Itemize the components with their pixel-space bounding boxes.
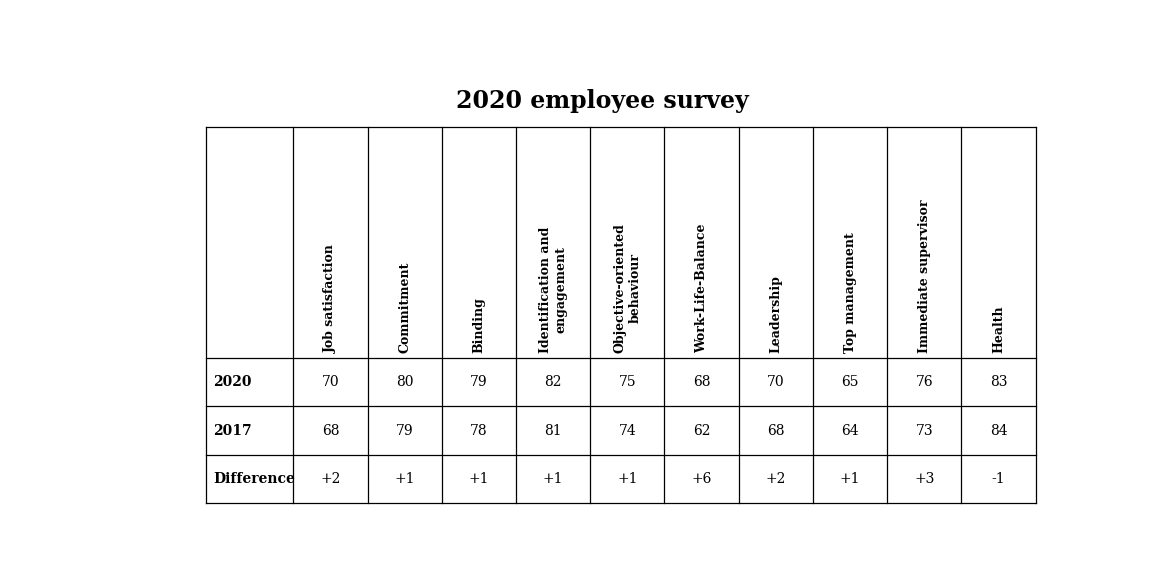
Text: 74: 74: [619, 423, 636, 437]
Text: +3: +3: [914, 472, 935, 486]
Text: +6: +6: [691, 472, 711, 486]
Text: 2020 employee survey: 2020 employee survey: [456, 89, 749, 113]
Text: 68: 68: [693, 375, 710, 389]
Text: 62: 62: [693, 423, 710, 437]
Text: Leadership: Leadership: [769, 275, 782, 353]
Text: Commitment: Commitment: [399, 262, 412, 353]
Text: 75: 75: [619, 375, 636, 389]
Text: 68: 68: [322, 423, 339, 437]
Text: 80: 80: [396, 375, 414, 389]
Text: 2020: 2020: [214, 375, 252, 389]
Text: +1: +1: [469, 472, 489, 486]
Text: Immediate supervisor: Immediate supervisor: [917, 199, 930, 353]
Text: 64: 64: [841, 423, 858, 437]
Text: Binding: Binding: [473, 297, 486, 353]
Text: Difference: Difference: [214, 472, 295, 486]
Text: Identification and
engagement: Identification and engagement: [539, 226, 567, 353]
Text: 81: 81: [544, 423, 562, 437]
Text: 70: 70: [321, 375, 339, 389]
Text: Work-Life-Balance: Work-Life-Balance: [695, 223, 708, 353]
Text: +2: +2: [320, 472, 341, 486]
Text: 2017: 2017: [214, 423, 252, 437]
Text: 73: 73: [915, 423, 933, 437]
Text: 65: 65: [841, 375, 858, 389]
Text: 79: 79: [470, 375, 488, 389]
Text: 68: 68: [767, 423, 784, 437]
Text: +1: +1: [543, 472, 563, 486]
Text: 70: 70: [767, 375, 784, 389]
Text: Objective-oriented
behaviour: Objective-oriented behaviour: [614, 223, 641, 353]
Text: Health: Health: [993, 305, 1005, 353]
Text: Job satisfaction: Job satisfaction: [323, 244, 338, 353]
Text: +1: +1: [617, 472, 637, 486]
Text: 84: 84: [990, 423, 1008, 437]
Text: +1: +1: [394, 472, 415, 486]
Text: 78: 78: [470, 423, 488, 437]
Text: 79: 79: [396, 423, 414, 437]
Text: 76: 76: [915, 375, 933, 389]
Text: -1: -1: [991, 472, 1005, 486]
Text: 83: 83: [990, 375, 1008, 389]
Text: +1: +1: [840, 472, 861, 486]
Text: +2: +2: [766, 472, 786, 486]
Text: Top management: Top management: [843, 232, 856, 353]
Text: 82: 82: [544, 375, 562, 389]
